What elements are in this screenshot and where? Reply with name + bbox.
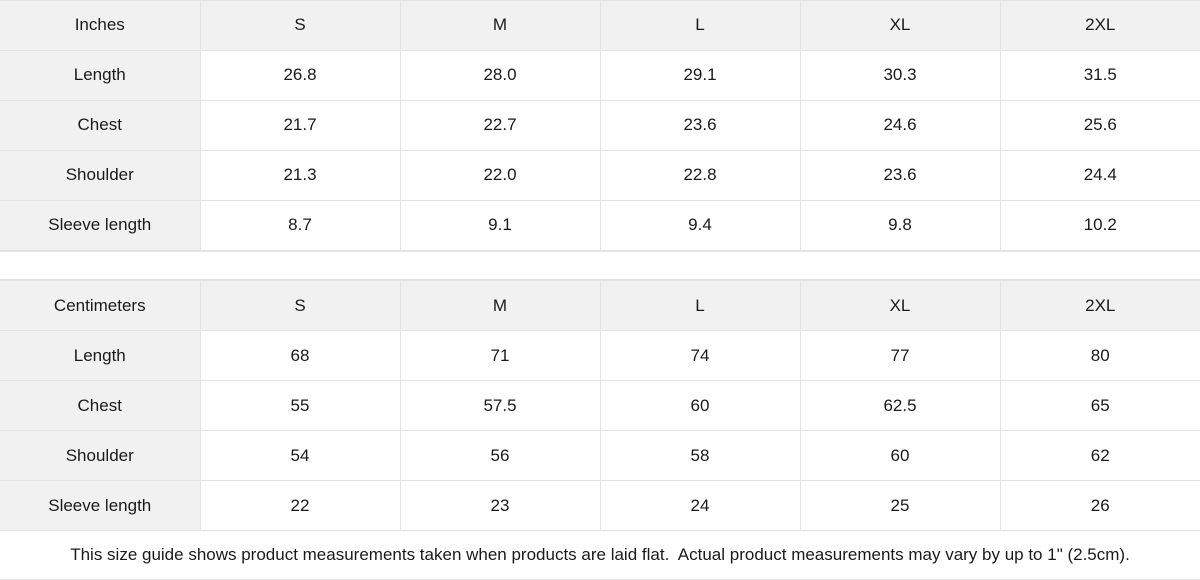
row-label-shoulder: Shoulder [0,430,201,482]
table-row: Sleeve length 22 23 24 25 26 [0,480,1200,532]
table-row: Chest 55 57.5 60 62.5 65 [0,380,1200,432]
cell-length-s: 26.8 [200,50,401,101]
cell-shoulder-2xl: 62 [1000,430,1200,482]
cell-length-l: 29.1 [600,50,801,101]
cell-chest-m: 57.5 [400,380,601,432]
cell-chest-m: 22.7 [400,100,601,151]
cell-shoulder-s: 21.3 [200,150,401,201]
cell-length-m: 28.0 [400,50,601,101]
cell-chest-s: 55 [200,380,401,432]
unit-label-centimeters: Centimeters [0,280,201,332]
size-table-centimeters: Centimeters S M L XL 2XL Length 68 71 74… [0,280,1200,532]
cell-chest-2xl: 65 [1000,380,1200,432]
size-header-l: L [600,0,801,51]
unit-label-inches: Inches [0,0,201,51]
cell-shoulder-l: 58 [600,430,801,482]
cell-chest-xl: 24.6 [800,100,1001,151]
cell-length-s: 68 [200,330,401,382]
table-row: Chest 21.7 22.7 23.6 24.6 25.6 [0,100,1200,151]
table-row: Length 26.8 28.0 29.1 30.3 31.5 [0,50,1200,101]
cell-shoulder-m: 22.0 [400,150,601,201]
cell-sleeve-length-s: 8.7 [200,200,401,251]
size-header-s: S [200,280,401,332]
cell-length-xl: 30.3 [800,50,1001,101]
cell-sleeve-length-s: 22 [200,480,401,532]
header-row: Inches S M L XL 2XL [0,0,1200,51]
cell-length-2xl: 80 [1000,330,1200,382]
cell-chest-l: 23.6 [600,100,801,151]
size-table-inches-body: Length 26.8 28.0 29.1 30.3 31.5 Chest 21… [0,50,1200,251]
size-header-s: S [200,0,401,51]
cell-shoulder-xl: 23.6 [800,150,1001,201]
cell-sleeve-length-m: 23 [400,480,601,532]
cell-length-l: 74 [600,330,801,382]
cell-shoulder-m: 56 [400,430,601,482]
row-label-length: Length [0,330,201,382]
cell-chest-l: 60 [600,380,801,432]
size-table-inches-head: Inches S M L XL 2XL [0,0,1200,51]
cell-sleeve-length-xl: 25 [800,480,1001,532]
cell-chest-2xl: 25.6 [1000,100,1200,151]
size-header-l: L [600,280,801,332]
cell-sleeve-length-2xl: 26 [1000,480,1200,532]
table-row: Shoulder 21.3 22.0 22.8 23.6 24.4 [0,150,1200,201]
cell-sleeve-length-xl: 9.8 [800,200,1001,251]
cell-length-xl: 77 [800,330,1001,382]
cell-chest-s: 21.7 [200,100,401,151]
size-table-centimeters-head: Centimeters S M L XL 2XL [0,280,1200,332]
size-header-xl: XL [800,0,1001,51]
cell-shoulder-2xl: 24.4 [1000,150,1200,201]
table-spacer [0,251,1200,281]
size-header-2xl: 2XL [1000,280,1200,332]
header-row: Centimeters S M L XL 2XL [0,280,1200,332]
table-row: Shoulder 54 56 58 60 62 [0,430,1200,482]
cell-sleeve-length-l: 24 [600,480,801,532]
cell-shoulder-xl: 60 [800,430,1001,482]
size-header-m: M [400,280,601,332]
cell-sleeve-length-l: 9.4 [600,200,801,251]
size-header-2xl: 2XL [1000,0,1200,51]
row-label-chest: Chest [0,380,201,432]
size-guide-footer-note: This size guide shows product measuremen… [0,531,1200,580]
cell-sleeve-length-2xl: 10.2 [1000,200,1200,251]
cell-length-m: 71 [400,330,601,382]
row-label-sleeve-length: Sleeve length [0,200,201,251]
size-table-inches: Inches S M L XL 2XL Length 26.8 28.0 29.… [0,0,1200,251]
cell-shoulder-l: 22.8 [600,150,801,201]
table-row: Length 68 71 74 77 80 [0,330,1200,382]
row-label-chest: Chest [0,100,201,151]
table-row: Sleeve length 8.7 9.1 9.4 9.8 10.2 [0,200,1200,251]
cell-sleeve-length-m: 9.1 [400,200,601,251]
row-label-sleeve-length: Sleeve length [0,480,201,532]
size-table-centimeters-body: Length 68 71 74 77 80 Chest 55 57.5 60 6… [0,330,1200,532]
row-label-shoulder: Shoulder [0,150,201,201]
cell-chest-xl: 62.5 [800,380,1001,432]
size-header-m: M [400,0,601,51]
cell-shoulder-s: 54 [200,430,401,482]
size-header-xl: XL [800,280,1001,332]
row-label-length: Length [0,50,201,101]
cell-length-2xl: 31.5 [1000,50,1200,101]
